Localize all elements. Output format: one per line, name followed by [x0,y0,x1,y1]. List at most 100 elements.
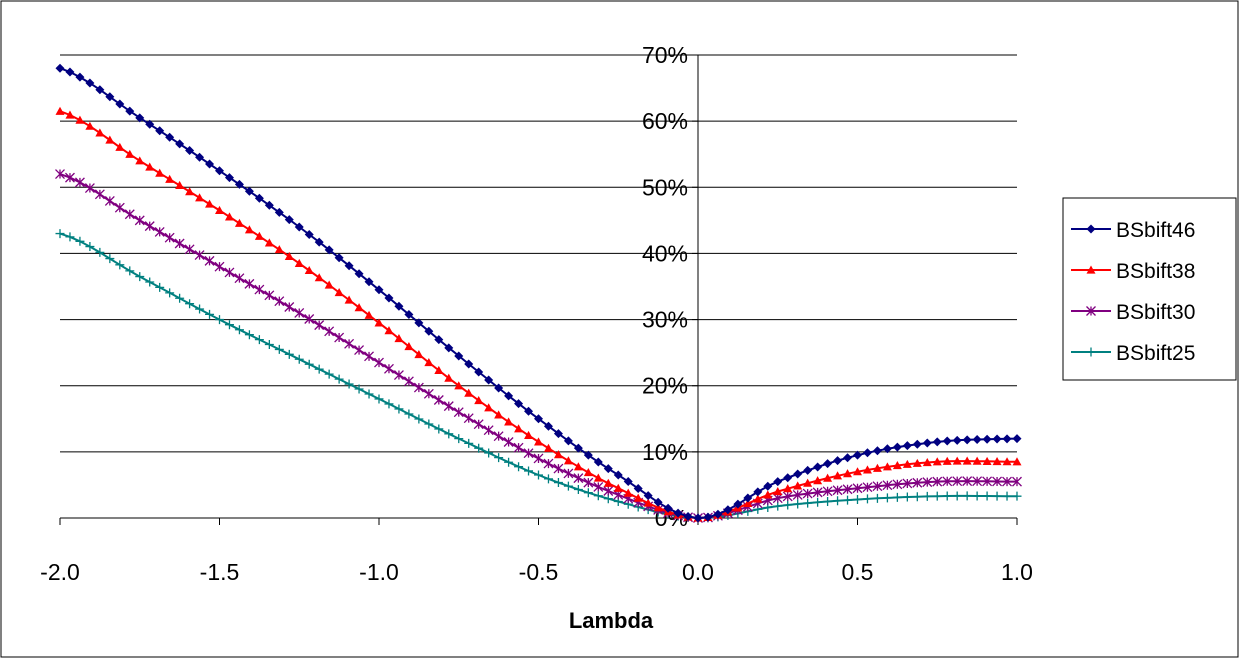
series-1-point-79 [843,469,853,478]
series-3-point-7 [125,266,135,276]
series-0-point-38 [434,335,444,345]
series-2-point-47 [523,448,534,459]
series-2-point-80 [852,483,863,494]
series-2-point-91 [962,476,973,487]
series-3-point-21 [264,340,274,350]
series-0-point-94 [992,434,1002,444]
series-3-point-45 [504,457,514,467]
series-3-point-18 [234,325,244,335]
series-1-point-38 [434,365,444,374]
series-3-point-78 [833,496,843,506]
series-2-point-31 [364,351,374,362]
series-3-point-35 [404,409,414,419]
series-3-point-29 [344,379,354,389]
series-0-point-5 [105,92,115,102]
series-0-point-96 [1012,434,1022,444]
series-0-point-51 [563,436,573,446]
series-0-point-16 [215,166,224,176]
series-1-point-40 [454,381,464,390]
series-3-point-81 [862,494,872,504]
series-3-point-49 [543,474,553,484]
series-1-point-33 [384,326,394,335]
series-2-point-92 [972,476,983,487]
series-1-point-3 [85,121,95,130]
series-1-point-82 [872,463,882,472]
series-1-point-75 [803,478,813,487]
legend-marker-1 [1086,265,1096,274]
series-2-point-36 [413,382,424,393]
series-0-point-54 [593,457,603,467]
series-0-point-89 [942,436,952,446]
series-0-point-72 [773,477,783,487]
series-3-point-36 [414,414,424,424]
series-2-point-32 [374,357,384,368]
series-3-point-32 [374,394,384,404]
series-0-point-48 [534,414,543,424]
series-2-point-88 [932,476,943,487]
series-3-point-43 [484,448,494,458]
x-axis: -2.0 -1.5 -1.0 -0.5 0.0 0.5 1.0 [40,517,1033,585]
series-0-point-2 [75,72,85,82]
series-3-point-19 [244,330,254,340]
series-BSbift38 [55,106,1022,522]
series-0-point-40 [454,351,464,361]
series-2-point-74 [792,489,803,500]
series-0-point-35 [404,310,414,320]
series-2-point-11 [164,232,175,243]
series-1-point-37 [424,357,434,367]
series-1-point-39 [444,373,454,382]
series-2-point-93 [982,476,993,487]
series-0-point-62 [673,508,683,518]
series-0-point-21 [264,200,274,210]
series-2-point-17 [224,267,235,278]
series-3-point-51 [563,481,573,491]
series-3-point-93 [982,491,992,501]
series-3-point-55 [603,494,613,504]
series-2-point-5 [104,196,115,206]
series-2-point-7 [124,209,135,220]
legend-marker-0 [1086,224,1096,234]
series-1-point-15 [205,199,215,208]
series-3-point-14 [195,304,205,314]
series-1-point-59 [643,498,653,507]
series-3-point-31 [364,389,374,399]
series-0-point-44 [494,383,504,393]
series-3-point-25 [304,359,314,369]
series-0-point-7 [125,106,135,116]
series-1-point-1 [65,110,75,119]
series-2-point-29 [344,338,355,349]
series-3-point-47 [524,466,534,476]
series-1-point-86 [912,458,922,467]
series-1-point-26 [314,273,324,282]
series-0-point-34 [394,301,404,311]
series-1-point-60 [653,503,663,512]
series-1-point-69 [743,498,753,508]
series-2-point-72 [772,493,783,504]
series-2-point-30 [354,345,365,356]
series-2-point-10 [154,226,165,237]
series-3-point-80 [853,494,862,504]
series-3-point-38 [434,424,444,434]
series-0-point-23 [284,215,294,225]
series-2-point-90 [952,476,963,487]
series-0-point-6 [115,99,125,109]
series-0-point-71 [763,481,773,491]
series-1-point-96 [1012,457,1022,466]
series-3-point-15 [205,309,215,319]
series-2-point-20 [254,284,265,295]
series-2-point-48 [533,453,544,464]
series-1-point-80 [853,467,862,476]
series-2-point-0 [55,169,65,180]
series-0-point-42 [474,367,484,377]
series-2-point-83 [882,480,893,491]
series-1-point-0 [55,106,65,115]
series-3-point-12 [175,293,185,303]
series-3-point-87 [922,491,932,501]
series-0-point-83 [882,444,892,454]
series-2-point-18 [234,273,245,284]
series-1-point-73 [783,484,793,493]
series-1-point-85 [902,459,912,468]
series-1-point-56 [613,483,623,492]
series-0-point-20 [254,193,264,203]
